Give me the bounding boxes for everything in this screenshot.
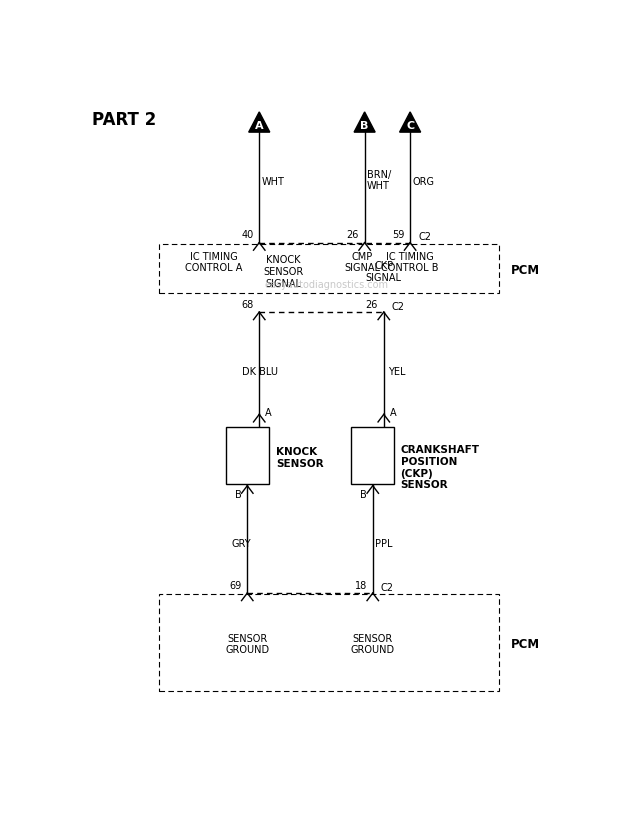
- Text: C2: C2: [381, 582, 394, 592]
- Text: PCM: PCM: [510, 637, 540, 650]
- Text: 68: 68: [241, 300, 253, 310]
- Text: KNOCK
SENSOR
SIGNAL: KNOCK SENSOR SIGNAL: [263, 256, 303, 288]
- Text: A: A: [255, 120, 263, 130]
- Text: A: A: [389, 408, 396, 418]
- Text: C: C: [406, 120, 414, 130]
- Bar: [351, 428, 394, 484]
- Polygon shape: [400, 113, 421, 133]
- Text: PCM: PCM: [510, 264, 540, 276]
- Polygon shape: [354, 113, 375, 133]
- Text: CMP
SIGNAL: CMP SIGNAL: [344, 251, 380, 273]
- Text: BRN/
WHT: BRN/ WHT: [367, 170, 391, 191]
- Text: IC TIMING
CONTROL A: IC TIMING CONTROL A: [185, 251, 242, 273]
- Text: easyautodiagnostics.com: easyautodiagnostics.com: [265, 279, 388, 289]
- Text: C2: C2: [418, 232, 431, 242]
- Text: WHT: WHT: [261, 177, 284, 188]
- Text: SENSOR
GROUND: SENSOR GROUND: [225, 633, 269, 654]
- Text: DK BLU: DK BLU: [242, 366, 279, 377]
- Bar: [159, 595, 499, 691]
- Text: KNOCK
SENSOR: KNOCK SENSOR: [276, 447, 324, 468]
- Text: B: B: [235, 489, 242, 500]
- Text: B: B: [360, 120, 369, 130]
- Text: 26: 26: [366, 300, 378, 310]
- Text: 18: 18: [355, 580, 367, 590]
- Text: 59: 59: [392, 230, 404, 240]
- Text: 40: 40: [241, 230, 253, 240]
- Text: B: B: [360, 489, 367, 500]
- Text: SENSOR
GROUND: SENSOR GROUND: [350, 633, 395, 654]
- Text: PPL: PPL: [375, 538, 392, 548]
- Text: YEL: YEL: [387, 366, 405, 377]
- Polygon shape: [248, 113, 270, 133]
- Text: CKP
SIGNAL: CKP SIGNAL: [366, 261, 402, 283]
- Bar: [226, 428, 269, 484]
- Text: C2: C2: [392, 301, 405, 311]
- Bar: [159, 245, 499, 294]
- Text: CRANKSHAFT
POSITION
(CKP)
SENSOR: CRANKSHAFT POSITION (CKP) SENSOR: [400, 445, 480, 490]
- Text: IC TIMING
CONTROL B: IC TIMING CONTROL B: [381, 251, 439, 273]
- Text: ORG: ORG: [413, 177, 434, 188]
- Text: PART 2: PART 2: [91, 111, 156, 129]
- Text: GRY: GRY: [232, 538, 251, 548]
- Text: A: A: [265, 408, 272, 418]
- Text: 26: 26: [347, 230, 359, 240]
- Text: 69: 69: [229, 580, 242, 590]
